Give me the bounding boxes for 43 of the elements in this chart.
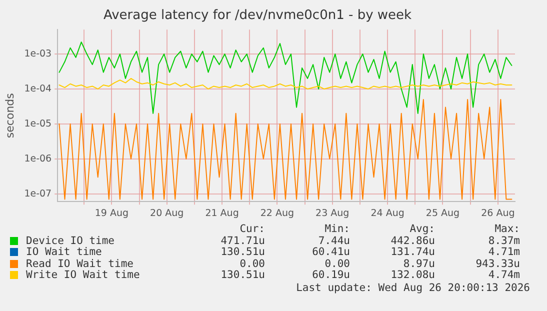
- legend-label: IO Wait time: [25, 246, 103, 259]
- text: Min:: [324, 223, 350, 236]
- chart-title: Average latency for /dev/nvme0c0n1 - by week: [103, 8, 412, 24]
- line-series: [58, 42, 512, 114]
- x-tick-label: 26 Aug: [481, 208, 515, 219]
- text: 60.19u: [311, 269, 350, 282]
- text: 0.00: [238, 258, 265, 270]
- text: 7.44u: [317, 234, 350, 247]
- text: 0.00: [324, 258, 350, 270]
- text: 8.37m: [487, 234, 520, 247]
- text: 132.08u: [390, 269, 435, 282]
- text: 131.74u: [390, 246, 435, 259]
- text: 60.41u: [311, 246, 350, 259]
- y-tick-label: 1e-03: [24, 48, 52, 60]
- text: 471.71u: [220, 234, 265, 247]
- x-tick-label: 24 Aug: [370, 208, 404, 219]
- x-tick-label: 23 Aug: [316, 208, 350, 219]
- legend-label: Read IO Wait time: [25, 258, 134, 270]
- y-tick-label: 1e-05: [24, 118, 52, 130]
- text: 4.71m: [487, 246, 520, 259]
- y-tick-label: 1e-07: [24, 188, 52, 200]
- y-axis-title: seconds: [3, 92, 16, 138]
- x-tick-label: 22 Aug: [260, 208, 294, 219]
- text: Avg:: [408, 223, 435, 236]
- x-tick-label: 21 Aug: [205, 208, 239, 219]
- text: 442.86u: [390, 234, 435, 247]
- text: 130.51u: [220, 269, 265, 282]
- text: Last update: Wed Aug 26 20:00:13 2026: [296, 282, 530, 294]
- y-tick-label: 1e-06: [24, 153, 52, 164]
- legend-label: Device IO time: [25, 234, 116, 247]
- y-tick-label: 1e-04: [24, 83, 52, 94]
- x-tick-label: 25 Aug: [426, 208, 460, 219]
- text: 943.33u: [474, 258, 520, 270]
- x-tick-label: 20 Aug: [150, 208, 184, 219]
- text: 130.51u: [220, 246, 265, 259]
- text: Cur:: [238, 223, 265, 236]
- line-series: [58, 78, 512, 90]
- text: 4.74m: [487, 269, 520, 282]
- text: 8.97u: [402, 258, 435, 270]
- x-tick-label: 19 Aug: [94, 208, 129, 219]
- line-series: [58, 99, 512, 200]
- legend-label: Write IO Wait time: [25, 269, 141, 282]
- text: Max:: [494, 223, 520, 236]
